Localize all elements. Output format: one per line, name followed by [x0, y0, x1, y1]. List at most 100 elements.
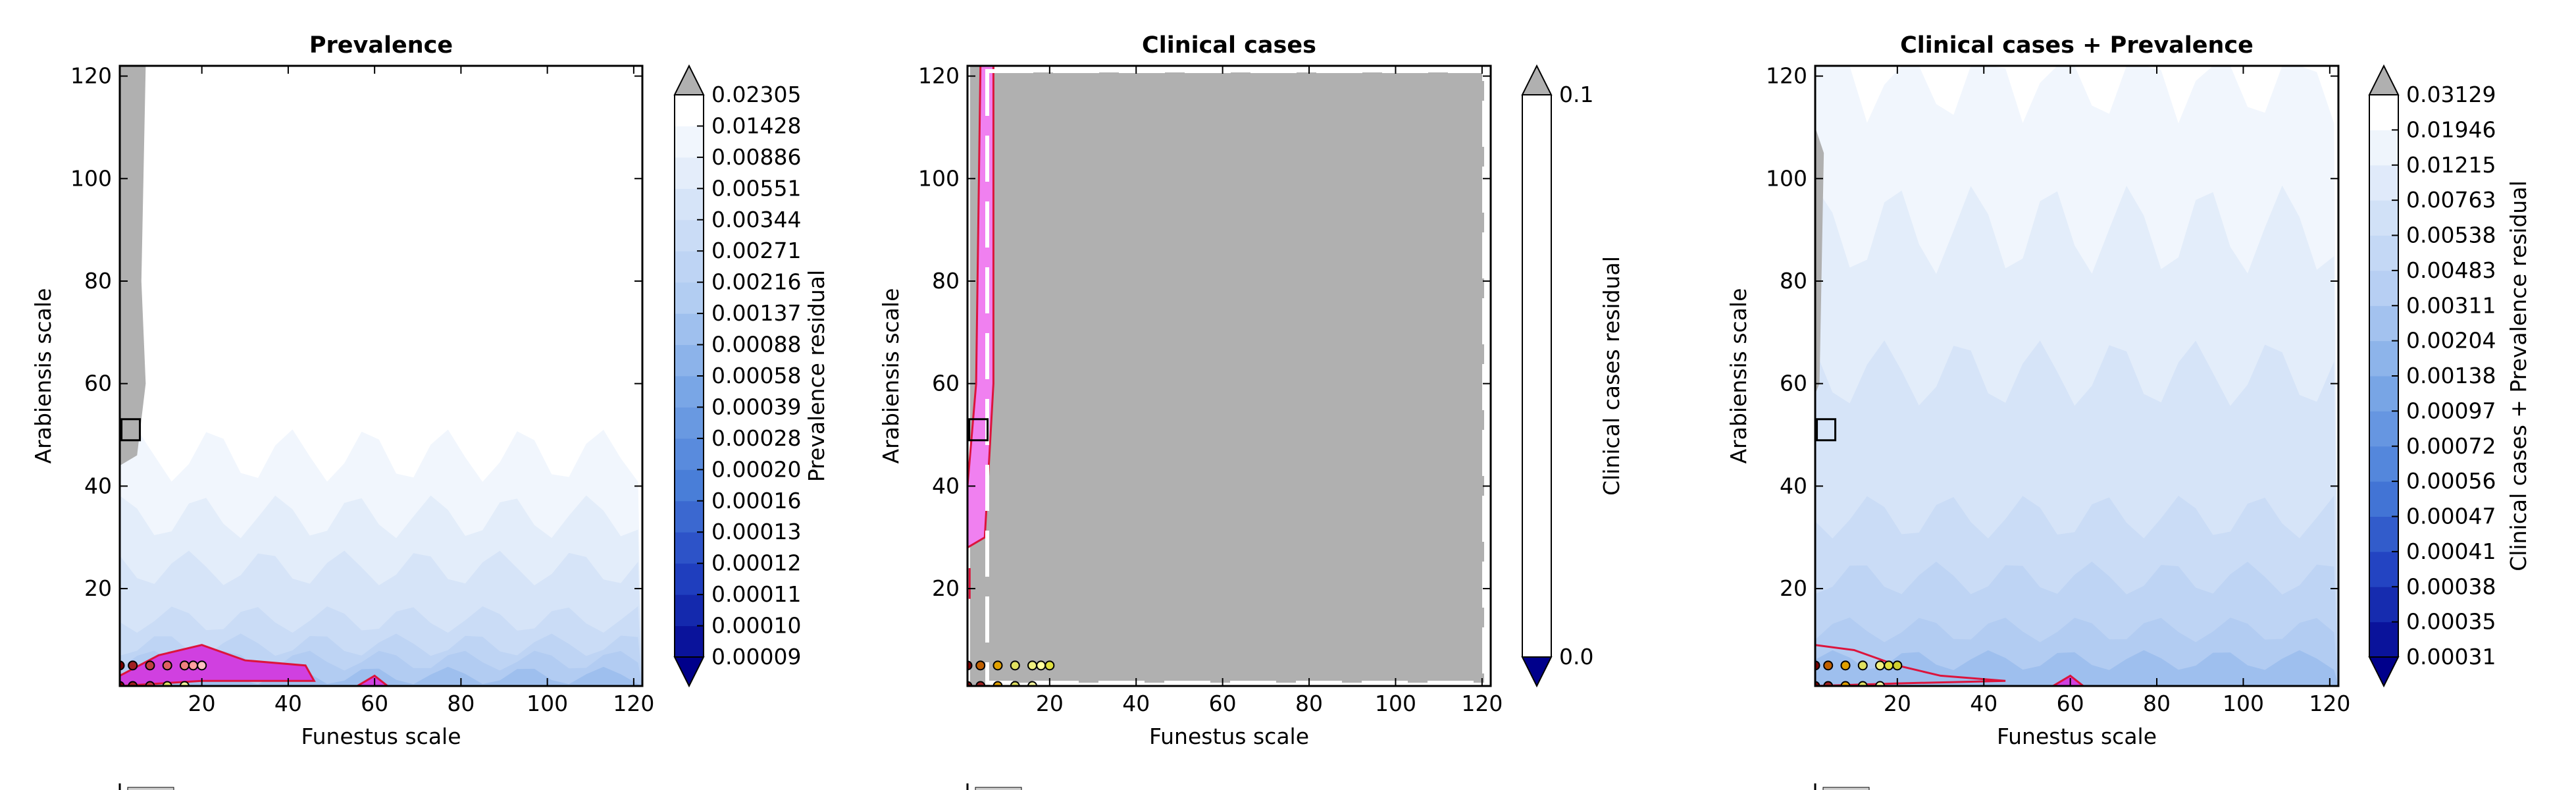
colorbar-tick-label: 0.00058	[711, 363, 801, 388]
colorbar-segment	[675, 219, 704, 251]
colorbar-tick-label: 0.00137	[711, 300, 801, 326]
y-tick-label: 120	[70, 63, 112, 89]
data-point	[197, 660, 207, 671]
y-tick-label: 100	[918, 165, 960, 191]
contour-band	[120, 666, 642, 686]
colorbar-segment	[675, 126, 704, 158]
colorbar-over-arrow	[673, 64, 705, 95]
colorbar-label: Clinical cases + Prevalence residual	[2506, 180, 2531, 571]
colorbar-segment	[2369, 446, 2398, 482]
data-point	[1010, 681, 1020, 686]
over-range-region	[1815, 127, 1824, 394]
chart-title: Prevalence	[309, 32, 453, 59]
data-point	[1010, 660, 1020, 671]
colorbar-tick-label: 0.00039	[711, 394, 801, 419]
colorbar: 0.0 0.1 Clinical cases residual	[1521, 64, 1624, 688]
colorbar: 0.00009 0.00010 0.00011 0.00012 0.00013 0.000…	[673, 64, 829, 688]
legend-swatch	[127, 787, 174, 790]
data-point	[967, 660, 973, 671]
y-tick-label: 80	[1780, 268, 1807, 294]
y-tick-label: 60	[1780, 371, 1807, 396]
highlight-contour-small	[355, 674, 390, 686]
x-tick-label: 40	[1970, 691, 1997, 716]
clinical-cases-panel: 20 40 60 80 100 120 20 40 60 80 100 120 Clinical cas…	[878, 32, 1624, 790]
x-tick-label: 20	[1884, 691, 1911, 716]
colorbar-tick-label: 0.00013	[711, 519, 801, 544]
colorbar-tick-label: 0.00031	[2406, 644, 2496, 670]
colorbar-tick-label: 0.00138	[2406, 363, 2496, 388]
colorbar-tick-label: 0.00011	[711, 581, 801, 607]
y-axis-label: Arabiensis scale	[30, 288, 56, 464]
marker-square	[968, 418, 989, 442]
colorbar-tick-label: 0.00088	[711, 332, 801, 357]
colorbar-segment	[2369, 235, 2398, 271]
clinical-prevalence-panel: 20 40 60 80 100 120 20 40 60 80 100 120 Clinical cas…	[1726, 32, 2531, 790]
colorbar-segment	[2369, 165, 2398, 201]
x-tick-label: 100	[1375, 691, 1416, 716]
colorbar-tick-label: 0.00056	[2406, 468, 2496, 494]
data-point	[967, 681, 973, 686]
colorbar-segment	[675, 313, 704, 346]
x-tick-label: 80	[447, 691, 475, 716]
x-tick-label: 60	[1209, 691, 1237, 716]
region-edge	[985, 69, 1486, 685]
data-point	[1815, 681, 1820, 686]
x-tick-label: 20	[1036, 691, 1064, 716]
colorbar-tick-label: 0.00041	[2406, 539, 2496, 564]
y-axis-label: Arabiensis scale	[878, 288, 904, 464]
colorbar-under-arrow	[2368, 656, 2400, 688]
colorbar-segment	[675, 532, 704, 564]
data-point	[1823, 681, 1834, 686]
y-tick-label: 20	[932, 575, 960, 601]
data-point	[120, 660, 125, 671]
colorbar-segment	[675, 438, 704, 470]
legend-swatch	[1822, 787, 1870, 790]
data-point	[1027, 660, 1038, 671]
data-point	[1875, 681, 1886, 686]
colorbar-under-arrow	[673, 656, 705, 688]
data-point	[128, 660, 138, 671]
colorbar-segment	[675, 563, 704, 595]
data-point	[145, 660, 155, 671]
marker-square	[120, 418, 142, 442]
x-tick-label: 80	[2143, 691, 2171, 716]
colorbar-tick-label: 0.00311	[2406, 292, 2496, 318]
colorbar-segment	[675, 157, 704, 189]
x-tick-label: 120	[1461, 691, 1503, 716]
colorbar-segment	[2369, 200, 2398, 236]
colorbar-segment	[2369, 270, 2398, 306]
y-tick-label: 40	[1780, 473, 1807, 498]
data-point	[162, 660, 172, 671]
colorbar-tick-label: 0.00538	[2406, 223, 2496, 248]
y-tick-label: 20	[84, 575, 112, 601]
x-tick-label: 120	[2309, 691, 2350, 716]
data-point	[1823, 660, 1834, 671]
colorbar-segment	[2369, 411, 2398, 447]
y-tick-label: 40	[84, 473, 112, 498]
data-point	[128, 681, 138, 686]
data-point	[188, 660, 199, 671]
legend-swatch	[975, 787, 1022, 790]
x-tick-label: 120	[613, 691, 654, 716]
colorbar-tick-label: 0.00216	[711, 269, 801, 295]
data-point	[992, 681, 1003, 686]
colorbar-over-arrow	[1521, 64, 1553, 95]
data-point	[1840, 681, 1851, 686]
colorbar-tick-label: 0.00344	[711, 207, 801, 232]
y-tick-label: 60	[932, 371, 960, 396]
colorbar-segment	[2369, 481, 2398, 517]
colorbar-segment	[675, 282, 704, 314]
colorbar-segment	[675, 344, 704, 377]
y-tick-label: 20	[1780, 575, 1807, 601]
colorbar-tick-label: 0.00886	[711, 144, 801, 170]
plot-area	[1815, 66, 2338, 686]
x-tick-label: 60	[361, 691, 388, 716]
colorbar-over-arrow	[2368, 64, 2400, 95]
x-tick-label: 100	[527, 691, 568, 716]
colorbar-tick-label: 0.00097	[2406, 398, 2496, 423]
data-point	[1857, 681, 1868, 686]
colorbar-segment	[675, 500, 704, 533]
data-point	[1815, 660, 1820, 671]
y-tick-label: 40	[932, 473, 960, 498]
y-tick-label: 120	[918, 63, 960, 89]
